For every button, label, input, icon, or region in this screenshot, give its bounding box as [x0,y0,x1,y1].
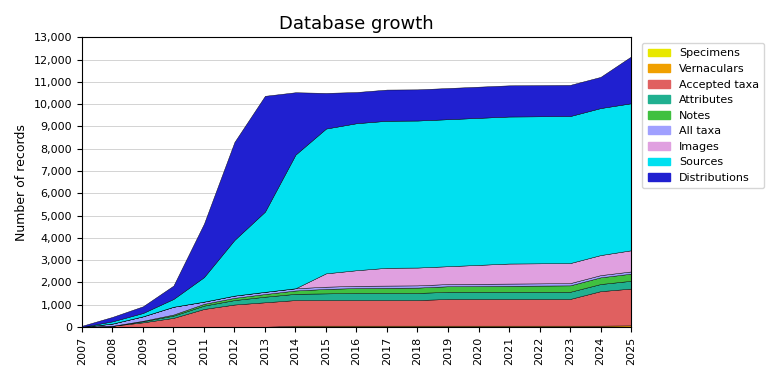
Y-axis label: Number of records: Number of records [15,124,28,241]
Legend: Specimens, Vernaculars, Accepted taxa, Attributes, Notes, All taxa, Images, Sour: Specimens, Vernaculars, Accepted taxa, A… [642,43,764,188]
Title: Database growth: Database growth [279,15,434,33]
